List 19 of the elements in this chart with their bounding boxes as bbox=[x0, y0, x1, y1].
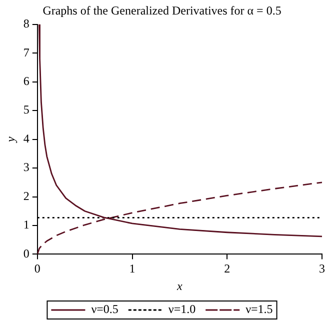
y-tick-label: 5 bbox=[23, 102, 30, 117]
x-tick-label: 3 bbox=[319, 262, 325, 276]
x-tick-label: 2 bbox=[224, 262, 230, 276]
y-tick-label: 3 bbox=[23, 160, 30, 174]
y-tick-label: 8 bbox=[23, 16, 30, 31]
legend-label: ν=1.0 bbox=[168, 302, 196, 316]
x-tick-label: 1 bbox=[129, 262, 136, 276]
y-tick-label: 7 bbox=[23, 45, 30, 60]
x-tick-label: 0 bbox=[34, 262, 40, 276]
legend-label: ν=1.5 bbox=[246, 302, 273, 316]
y-tick-label: 1 bbox=[23, 218, 30, 232]
chart-title: Graphs of the Generalized Derivatives for α = 0.5 bbox=[42, 3, 282, 18]
y-axis-title: y bbox=[3, 136, 18, 143]
x-axis-title: x bbox=[176, 278, 184, 293]
y-tick-label: 4 bbox=[23, 131, 30, 146]
y-tick-label: 2 bbox=[23, 188, 30, 203]
y-tick-label: 0 bbox=[23, 246, 30, 260]
legend-label: ν=0.5 bbox=[91, 302, 118, 316]
y-tick-label: 6 bbox=[23, 74, 30, 88]
